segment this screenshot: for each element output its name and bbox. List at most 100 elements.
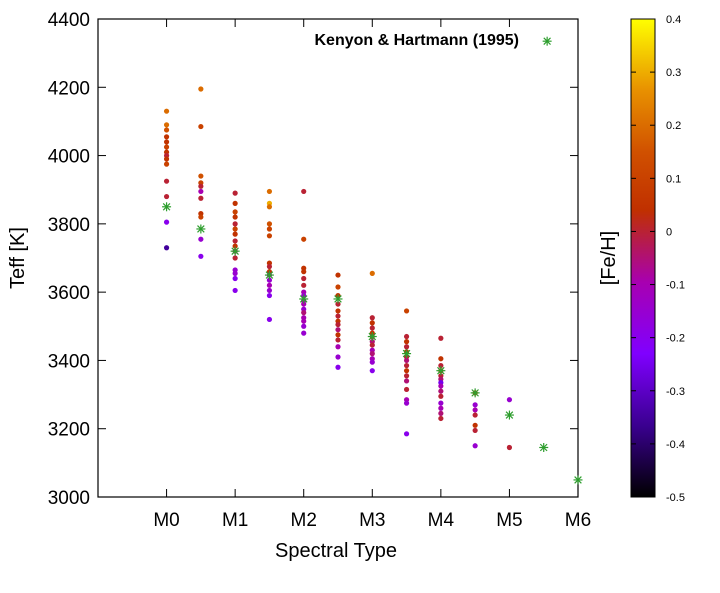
- star-point: [335, 272, 341, 278]
- colorbar: [630, 18, 656, 498]
- star-point: [232, 275, 238, 282]
- kh-point: [162, 202, 172, 212]
- star-point: [472, 422, 478, 428]
- colorbar-tick-label: 0.4: [666, 14, 681, 26]
- star-point: [266, 226, 273, 232]
- star-point: [369, 270, 375, 276]
- kh-point: [436, 366, 446, 376]
- star-point: [232, 214, 238, 220]
- kh-point: [542, 36, 552, 46]
- kh-point: [196, 224, 206, 234]
- star-point: [438, 400, 444, 406]
- colorbar-tick-label: 0.2: [666, 120, 681, 132]
- star-point: [403, 373, 410, 379]
- kh-point: [470, 388, 480, 398]
- star-point: [232, 221, 238, 227]
- star-point: [369, 315, 375, 321]
- star-point: [438, 388, 444, 394]
- star-point: [198, 253, 204, 259]
- kh-point: [333, 294, 343, 304]
- star-point: [198, 195, 204, 201]
- star-point: [403, 333, 410, 340]
- x-axis-title: Spectral Type: [275, 540, 397, 562]
- kh-point: [367, 332, 377, 342]
- star-point: [266, 204, 273, 210]
- star-point: [301, 323, 307, 329]
- y-tick-label: 3600: [48, 283, 90, 304]
- star-point: [506, 444, 513, 451]
- star-point: [335, 364, 341, 370]
- star-point: [301, 310, 307, 316]
- star-point: [335, 354, 341, 360]
- y-tick-label: 3200: [48, 420, 90, 441]
- star-point: [403, 431, 410, 437]
- star-point: [198, 214, 204, 220]
- star-point: [266, 287, 273, 294]
- star-point: [335, 332, 341, 338]
- star-point: [163, 144, 170, 150]
- star-point: [266, 221, 273, 227]
- star-point: [163, 245, 170, 251]
- star-point: [301, 275, 307, 282]
- colorbar-tick-label: -0.3: [666, 386, 685, 398]
- star-point: [301, 330, 307, 336]
- star-point: [163, 127, 170, 133]
- star-point: [232, 200, 238, 206]
- colorbar-tick-label: -0.5: [666, 492, 685, 504]
- star-point: [403, 362, 410, 369]
- y-tick-label: 4000: [48, 147, 90, 168]
- colorbar-title: [Fe/H]: [598, 231, 620, 285]
- star-point: [266, 233, 273, 239]
- star-point: [369, 368, 375, 374]
- star-point: [163, 108, 170, 114]
- star-point: [232, 287, 238, 294]
- star-point: [301, 236, 307, 242]
- y-tick-label: 3800: [48, 215, 90, 236]
- star-point: [369, 351, 375, 357]
- kh-point: [299, 294, 309, 304]
- star-point: [335, 301, 341, 307]
- star-point: [198, 123, 204, 130]
- star-point: [403, 308, 410, 314]
- star-point: [403, 368, 410, 374]
- plot-frame: [97, 18, 579, 498]
- star-point: [438, 335, 444, 341]
- star-point: [198, 173, 204, 179]
- star-point: [472, 412, 478, 418]
- star-point: [163, 139, 170, 145]
- colorbar-tick-label: 0: [666, 226, 672, 238]
- colorbar-tick-label: -0.4: [666, 439, 685, 451]
- x-tick-label: M1: [222, 510, 248, 531]
- star-point: [335, 321, 341, 328]
- star-point: [472, 443, 478, 449]
- kh-point: [264, 270, 274, 280]
- star-point: [163, 193, 170, 200]
- star-point: [301, 188, 307, 195]
- star-point: [163, 122, 170, 128]
- star-point: [266, 292, 273, 299]
- colorbar-tick-label: -0.2: [666, 333, 685, 345]
- y-tick-label: 3400: [48, 351, 90, 372]
- x-tick-label: M6: [565, 510, 591, 531]
- x-tick-label: M3: [359, 510, 385, 531]
- kh-point: [504, 410, 514, 420]
- star-point: [403, 400, 410, 406]
- star-point: [438, 356, 444, 362]
- kh-point: [230, 246, 240, 256]
- star-point: [163, 156, 170, 162]
- star-point: [335, 284, 341, 290]
- star-point: [403, 378, 410, 384]
- star-point: [301, 318, 307, 324]
- star-point: [232, 270, 238, 276]
- x-tick-label: M2: [291, 510, 317, 531]
- star-point: [472, 427, 478, 434]
- colorbar-tick-label: 0.1: [666, 173, 681, 185]
- star-point: [266, 188, 273, 195]
- star-point: [301, 301, 307, 307]
- star-point: [438, 405, 444, 411]
- star-point: [335, 337, 341, 343]
- y-axis-title: Teff [K]: [7, 227, 29, 289]
- star-point: [369, 320, 375, 326]
- star-point: [506, 397, 513, 403]
